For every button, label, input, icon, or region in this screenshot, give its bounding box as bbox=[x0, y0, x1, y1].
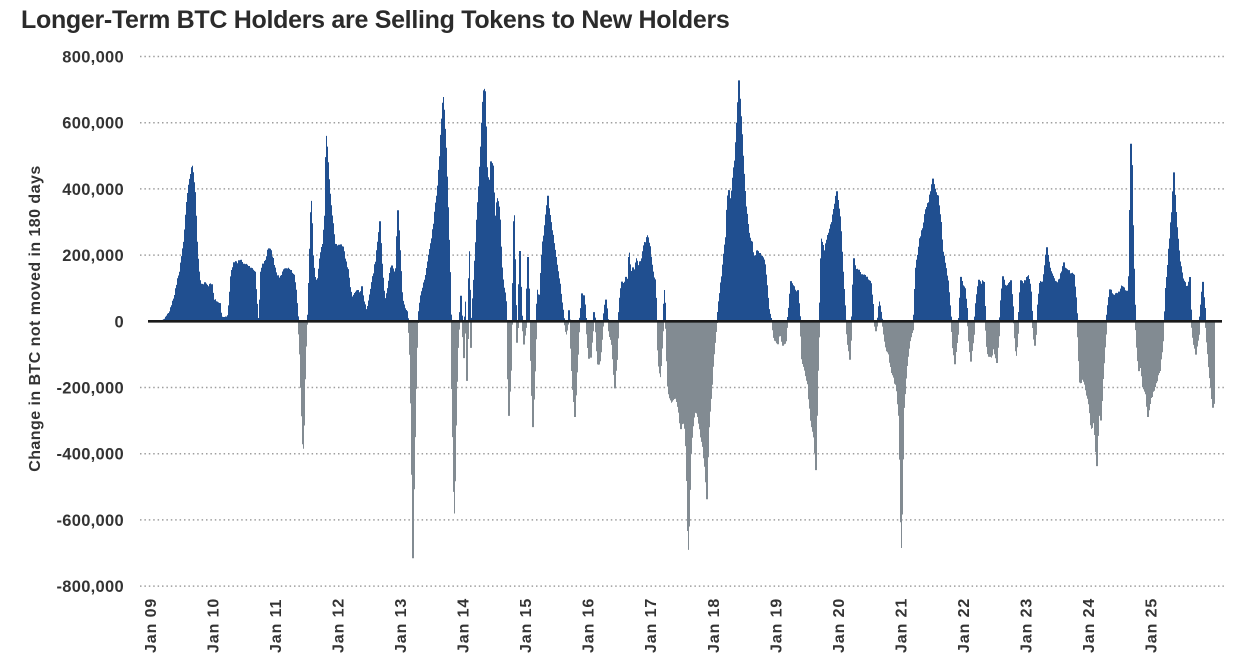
svg-text:Jan 23: Jan 23 bbox=[1019, 598, 1036, 653]
svg-text:Jan 17: Jan 17 bbox=[643, 598, 660, 653]
svg-text:-200,000: -200,000 bbox=[56, 380, 124, 398]
svg-text:Jan 18: Jan 18 bbox=[706, 598, 723, 653]
svg-text:Jan 19: Jan 19 bbox=[768, 598, 785, 653]
svg-text:Jan 22: Jan 22 bbox=[956, 598, 973, 653]
svg-text:Jan 25: Jan 25 bbox=[1144, 598, 1161, 653]
svg-text:Jan 11: Jan 11 bbox=[268, 599, 285, 653]
svg-text:Jan 24: Jan 24 bbox=[1081, 598, 1098, 653]
svg-text:Jan 09: Jan 09 bbox=[143, 598, 160, 653]
svg-text:600,000: 600,000 bbox=[62, 115, 124, 133]
svg-text:Jan 14: Jan 14 bbox=[456, 598, 473, 653]
svg-text:400,000: 400,000 bbox=[62, 181, 124, 199]
svg-text:Jan 13: Jan 13 bbox=[393, 598, 410, 653]
svg-text:-800,000: -800,000 bbox=[56, 578, 124, 596]
svg-text:Jan 20: Jan 20 bbox=[831, 598, 848, 653]
svg-text:Longer-Term BTC Holders are Se: Longer-Term BTC Holders are Selling Toke… bbox=[21, 6, 730, 34]
svg-text:Jan 21: Jan 21 bbox=[893, 598, 910, 653]
svg-text:Jan 12: Jan 12 bbox=[330, 598, 347, 653]
svg-text:Jan 15: Jan 15 bbox=[518, 598, 535, 653]
svg-text:-400,000: -400,000 bbox=[56, 446, 124, 464]
svg-text:800,000: 800,000 bbox=[62, 49, 124, 67]
svg-text:Jan 10: Jan 10 bbox=[205, 598, 222, 653]
svg-text:-600,000: -600,000 bbox=[56, 512, 124, 530]
svg-text:Change in BTC not moved in 180: Change in BTC not moved in 180 days bbox=[27, 165, 44, 471]
svg-text:Jan 16: Jan 16 bbox=[581, 598, 598, 653]
svg-text:0: 0 bbox=[115, 313, 124, 331]
svg-text:200,000: 200,000 bbox=[62, 247, 124, 265]
